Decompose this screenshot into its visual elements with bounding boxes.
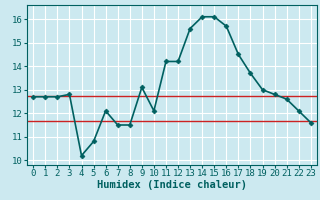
X-axis label: Humidex (Indice chaleur): Humidex (Indice chaleur): [97, 180, 247, 190]
